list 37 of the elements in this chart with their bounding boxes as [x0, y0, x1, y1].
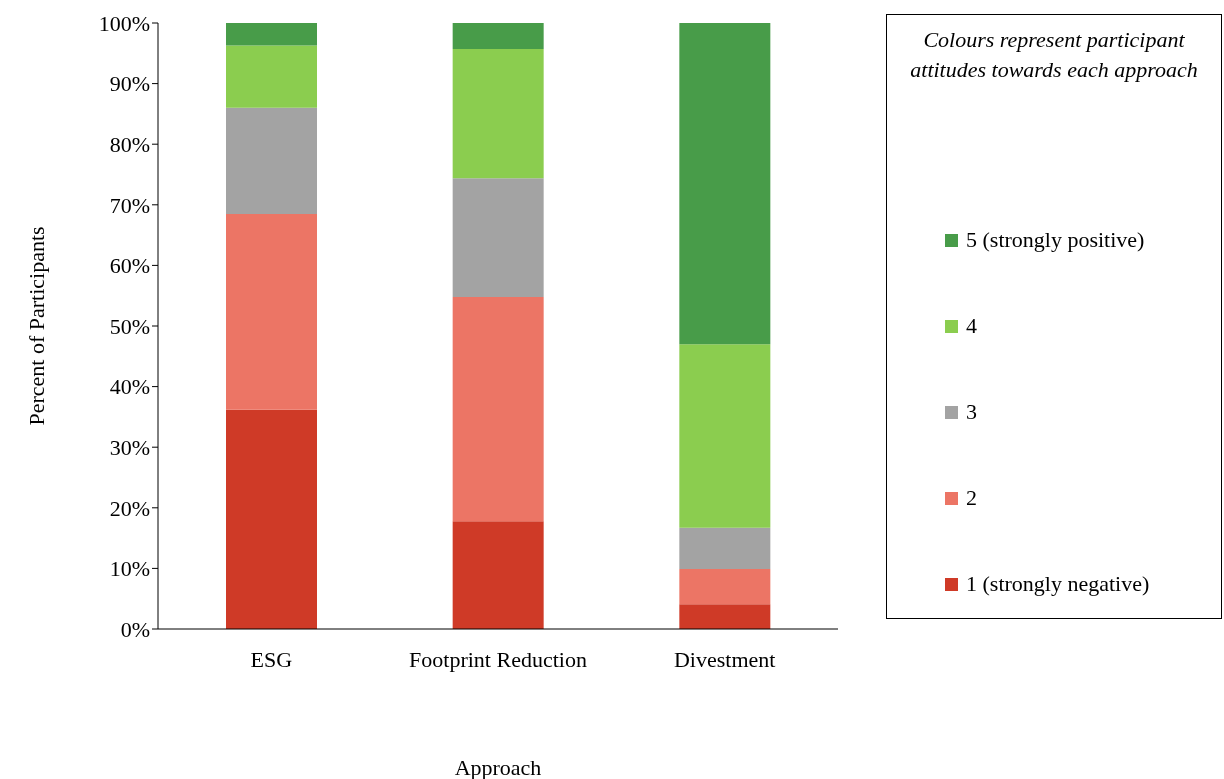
bar	[679, 23, 771, 345]
bar	[226, 45, 317, 108]
bar	[679, 527, 771, 570]
y-tick-label: 100%	[98, 10, 150, 36]
bar	[452, 521, 544, 629]
bar	[452, 178, 544, 297]
bar	[226, 23, 317, 46]
y-tick-label: 60%	[109, 253, 150, 279]
bar	[679, 604, 771, 629]
x-tick-label: ESG	[250, 646, 293, 672]
legend-label: 3	[966, 399, 977, 425]
legend-label: 2	[966, 485, 977, 511]
legend-title: Colours represent participant attitudes towards each approach	[909, 26, 1199, 84]
y-tick-label: 30%	[109, 435, 150, 461]
y-tick-label: 50%	[109, 313, 150, 339]
y-tick-label: 40%	[109, 374, 150, 400]
bar	[226, 107, 317, 214]
legend-label: 4	[966, 313, 977, 339]
legend-label: 5 (strongly positive)	[966, 227, 1145, 253]
bar	[226, 213, 317, 410]
y-tick-label: 80%	[109, 132, 150, 158]
y-tick-label: 70%	[109, 192, 150, 218]
bar	[679, 344, 771, 528]
bar	[679, 569, 771, 605]
bar	[226, 409, 317, 629]
bar	[452, 49, 544, 179]
y-tick-label: 0%	[120, 616, 150, 642]
y-axis-title: Percent of Participants	[23, 226, 49, 426]
y-tick-label: 10%	[109, 556, 150, 582]
y-tick-label: 20%	[109, 495, 150, 521]
x-tick-label: Footprint Reduction	[409, 646, 587, 672]
x-axis-title: Approach	[454, 755, 542, 779]
bar	[452, 23, 544, 50]
bar	[452, 296, 544, 522]
legend-label: 1 (strongly negative)	[966, 571, 1150, 597]
y-tick-label: 90%	[109, 71, 150, 97]
x-tick-label: Divestment	[673, 646, 776, 672]
